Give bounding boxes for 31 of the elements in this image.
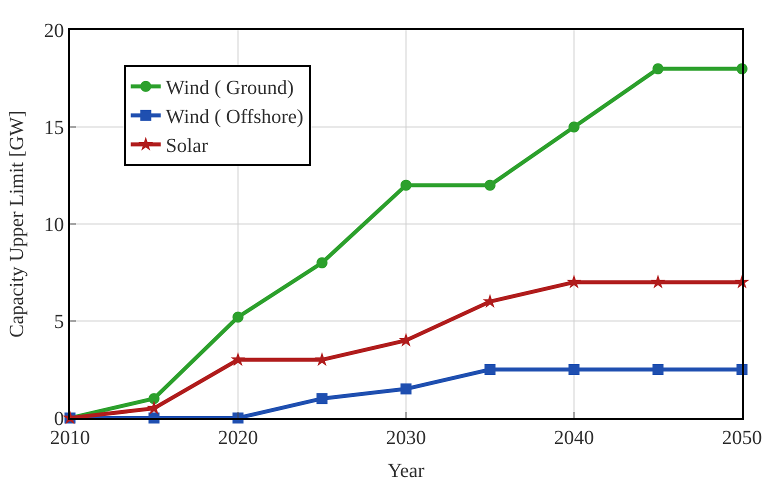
point: [316, 393, 328, 404]
y-tick-label: 5: [54, 311, 64, 333]
point: [316, 257, 328, 268]
point: [400, 180, 412, 191]
point: [568, 122, 580, 132]
legend-label: Wind ( Offshore): [166, 106, 304, 128]
y-tick-label: 15: [44, 117, 64, 139]
point: [484, 364, 496, 375]
point: [230, 352, 246, 366]
legend-label: Solar: [166, 135, 208, 158]
point: [566, 274, 582, 288]
x-tick-label: 2040: [554, 427, 594, 449]
y-tick-label: 0: [54, 408, 64, 430]
point: [650, 274, 666, 288]
y-axis-title: Capacity Upper Limit [GW]: [6, 110, 28, 338]
x-tick-label: 2010: [50, 427, 90, 449]
x-tick-label: 2050: [722, 427, 762, 449]
y-tick-label: 10: [44, 214, 64, 236]
point: [652, 63, 664, 74]
x-axis-title: Year: [388, 460, 425, 482]
point: [484, 180, 496, 191]
point: [652, 364, 664, 375]
legend-label: Wind ( Ground): [166, 77, 294, 100]
y-tick-label: 20: [44, 20, 64, 42]
point: [232, 312, 244, 323]
point: [400, 383, 412, 394]
x-tick-label: 2020: [218, 427, 258, 449]
x-tick-label: 2030: [386, 427, 426, 449]
point: [148, 393, 160, 404]
point: [568, 364, 580, 375]
point: [146, 400, 162, 415]
